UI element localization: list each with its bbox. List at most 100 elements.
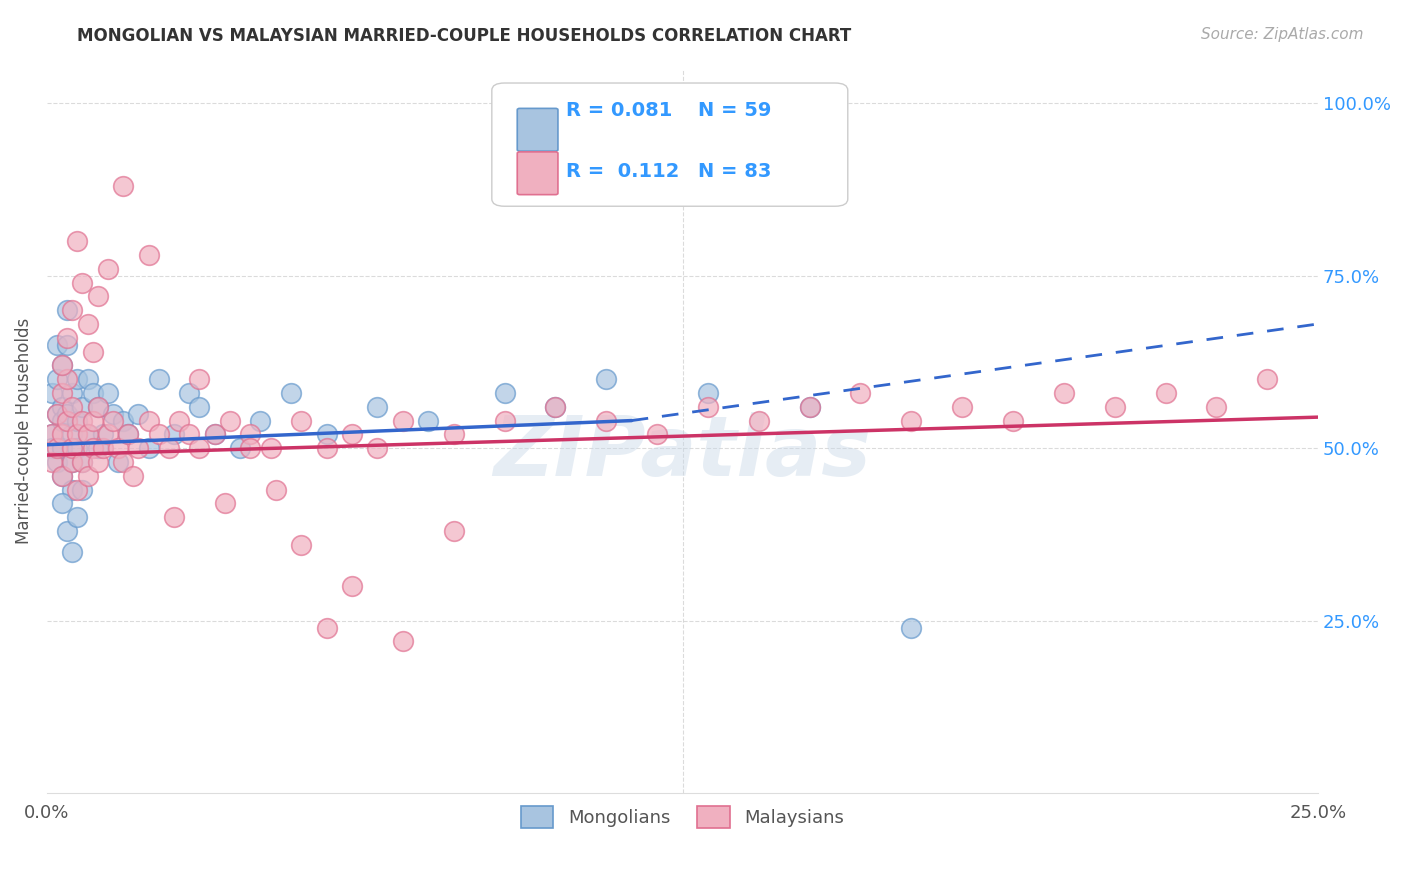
Point [167,414,190,428]
Point [264,483,287,497]
Point [51,359,73,373]
Point [900,414,922,428]
Point [366,441,388,455]
Point [82,414,104,428]
Point [179,386,201,401]
Point [366,400,388,414]
Point [51,427,73,442]
Text: N = 59: N = 59 [697,101,770,120]
Point [645,427,668,442]
Point [72,455,94,469]
Point [112,414,135,428]
Point [56,303,79,318]
Point [418,414,440,428]
Point [259,441,281,455]
Point [72,276,94,290]
Text: MONGOLIAN VS MALAYSIAN MARRIED-COUPLE HOUSEHOLDS CORRELATION CHART: MONGOLIAN VS MALAYSIAN MARRIED-COUPLE HO… [77,27,852,45]
Point [72,400,94,414]
Point [290,414,312,428]
Point [179,427,201,442]
Point [66,234,89,248]
Point [41,441,63,455]
Point [76,427,98,442]
Point [56,407,79,421]
Point [87,289,110,303]
Point [60,455,83,469]
Point [51,496,73,510]
Point [41,386,63,401]
Point [51,468,73,483]
Point [46,337,69,351]
Point [229,441,252,455]
Point [138,248,160,262]
Point [82,386,104,401]
Point [163,510,186,524]
Point [87,400,110,414]
Point [72,455,94,469]
Point [138,414,160,428]
Point [392,634,415,648]
Point [799,400,821,414]
Point [290,538,312,552]
Point [188,441,211,455]
Point [60,400,83,414]
Point [91,427,114,442]
Text: ZIPatlas: ZIPatlas [494,412,872,493]
Point [41,455,63,469]
Point [97,261,120,276]
Point [544,400,567,414]
Point [101,414,124,428]
Point [60,455,83,469]
Point [101,407,124,421]
Point [60,441,83,455]
Point [87,455,110,469]
Point [219,414,242,428]
Point [76,372,98,386]
Point [76,468,98,483]
Point [66,372,89,386]
Point [138,441,160,455]
Point [1053,386,1076,401]
Point [697,400,720,414]
Point [595,414,617,428]
Point [66,427,89,442]
Point [188,400,211,414]
Point [595,372,617,386]
Point [51,386,73,401]
Point [127,441,149,455]
Text: R = 0.081: R = 0.081 [565,101,672,120]
Point [56,524,79,538]
Point [1205,400,1227,414]
Point [66,483,89,497]
Point [1256,372,1278,386]
Point [56,331,79,345]
Point [1002,414,1025,428]
Point [107,441,129,455]
Point [60,545,83,559]
Point [127,407,149,421]
Point [112,455,135,469]
Text: N = 83: N = 83 [697,162,770,181]
Point [148,372,170,386]
Text: Source: ZipAtlas.com: Source: ZipAtlas.com [1201,27,1364,42]
Point [900,621,922,635]
Point [41,427,63,442]
Point [41,427,63,442]
Point [97,427,120,442]
Point [950,400,973,414]
Point [117,427,139,442]
Point [46,407,69,421]
Point [60,483,83,497]
Point [60,427,83,442]
Point [46,407,69,421]
Point [204,427,226,442]
Point [849,386,872,401]
Point [214,496,236,510]
Text: R =  0.112: R = 0.112 [565,162,679,181]
Point [117,427,139,442]
Point [315,427,337,442]
Point [107,455,129,469]
Point [392,414,415,428]
Point [494,414,516,428]
Point [56,372,79,386]
